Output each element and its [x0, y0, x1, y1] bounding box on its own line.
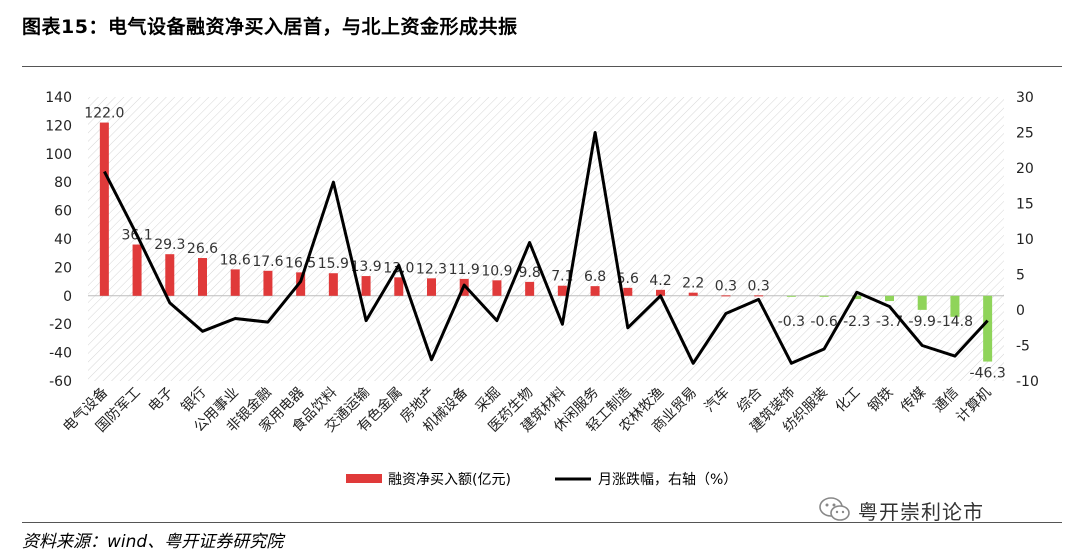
bar	[688, 292, 698, 296]
bar-data-label: 122.0	[84, 106, 124, 122]
legend: 融资净买入额(亿元) 月涨跌幅，右轴（%）	[346, 472, 737, 488]
left-tick-label: -60	[49, 374, 72, 390]
category-label: 化工	[833, 385, 864, 416]
bar	[132, 244, 142, 296]
bar-data-label: -14.8	[937, 314, 973, 330]
bar-data-label: 5.6	[617, 271, 639, 287]
watermark-text: 粤开崇利论市	[858, 500, 984, 524]
bar-data-label: 11.9	[449, 262, 480, 278]
bar	[99, 122, 109, 296]
bar	[361, 276, 371, 296]
bar-data-label: 6.8	[584, 269, 606, 285]
legend-line-label: 月涨跌幅，右轴（%）	[598, 472, 737, 488]
bar	[296, 272, 306, 296]
bar-data-label: 18.6	[220, 252, 251, 268]
left-tick-label: 120	[45, 118, 72, 134]
bar	[198, 258, 207, 296]
bar	[230, 269, 240, 296]
legend-bar-label: 融资净买入额(亿元)	[388, 472, 511, 488]
right-tick-label: 20	[1016, 161, 1034, 177]
bar	[721, 295, 731, 297]
top-rule	[22, 66, 1062, 67]
right-tick-label: -10	[1016, 374, 1039, 390]
bar	[754, 295, 764, 297]
bar-data-label: -2.3	[843, 314, 870, 330]
wechat-icon	[819, 497, 850, 521]
bar	[427, 278, 436, 296]
category-label: 电子	[146, 385, 177, 416]
bar-data-label: 12.3	[416, 261, 447, 277]
bar	[328, 273, 338, 296]
right-tick-label: 25	[1016, 126, 1034, 142]
bar	[950, 295, 960, 317]
bar	[656, 289, 665, 296]
bar	[819, 295, 829, 297]
bar-data-label: 26.6	[187, 241, 218, 257]
bar	[885, 295, 894, 302]
line-series	[103, 131, 989, 365]
bar-data-labels: 122.036.129.3 26.618.6 17.6 16.5 15.9 13.9 13.…	[84, 106, 1005, 382]
bar	[623, 287, 633, 296]
bar	[917, 295, 927, 310]
left-tick-label: 140	[45, 90, 72, 106]
bar-data-label: 13.9	[350, 259, 381, 275]
bar-data-label: 9.8	[519, 265, 541, 281]
bar-data-label: -9.9	[909, 314, 936, 330]
left-tick-label: 60	[54, 204, 72, 220]
bar	[492, 280, 502, 296]
bar	[263, 270, 273, 296]
legend-bar-swatch	[346, 474, 382, 483]
bar-data-label: -46.3	[970, 366, 1006, 382]
left-tick-label: 100	[45, 147, 72, 163]
bar-data-label: 7.1	[551, 269, 573, 285]
left-tick-label: 0	[63, 289, 72, 305]
right-axis: 30 25 20 15 10 5 0 -5 -10	[1016, 90, 1039, 390]
right-tick-label: 10	[1016, 232, 1034, 248]
source-note: 资料来源：wind、粤开证券研究院	[22, 532, 284, 552]
bar	[786, 295, 796, 297]
chart-title: 图表15：电气设备融资净买入居首，与北上资金形成共振	[22, 16, 518, 38]
combo-chart: 140 120 100 80 60 40 20 0 -20 -40 -60 30 25 20 15 10 5 0…	[45, 90, 1039, 488]
category-label: 传媒	[898, 385, 929, 416]
bar-data-label: 4.2	[649, 273, 671, 289]
bar	[394, 277, 404, 296]
bar-data-label: 0.3	[715, 278, 737, 294]
left-axis: 140 120 100 80 60 40 20 0 -20 -40 -60	[45, 90, 72, 390]
bar	[983, 295, 993, 362]
right-tick-label: -5	[1016, 339, 1030, 355]
watermark: 粤开崇利论市	[818, 492, 1058, 526]
bar-data-label: 15.9	[318, 256, 349, 272]
bar	[590, 286, 600, 296]
category-label: 计算机	[953, 385, 994, 426]
right-tick-label: 15	[1016, 197, 1034, 213]
bar-series	[99, 122, 993, 362]
left-tick-label: 80	[54, 175, 72, 191]
bar-data-label: 17.6	[252, 254, 283, 270]
category-label: 汽车	[701, 384, 733, 416]
bar-data-label: -3.7	[876, 314, 903, 330]
bar-data-label: 2.2	[682, 276, 704, 292]
bar-data-label: -0.3	[778, 314, 805, 330]
left-tick-label: -40	[49, 346, 72, 362]
right-tick-label: 30	[1016, 90, 1034, 106]
bar	[852, 295, 862, 300]
right-tick-label: 5	[1016, 268, 1025, 284]
bottom-rule	[22, 522, 1062, 523]
bar	[525, 281, 535, 296]
bar-data-label: 0.3	[748, 278, 770, 294]
bar-data-label: 10.9	[481, 263, 512, 279]
left-tick-label: 40	[54, 232, 72, 248]
bar-data-label: 29.3	[154, 237, 185, 253]
left-tick-label: -20	[49, 317, 72, 333]
right-tick-label: 0	[1016, 303, 1025, 319]
plot-background	[88, 97, 1004, 381]
bar-data-label: 16.5	[285, 255, 316, 271]
left-tick-label: 20	[54, 260, 72, 276]
bar-data-label: -0.6	[810, 314, 837, 330]
bar	[165, 254, 175, 296]
category-label: 钢铁	[865, 385, 896, 416]
bar	[557, 285, 567, 296]
